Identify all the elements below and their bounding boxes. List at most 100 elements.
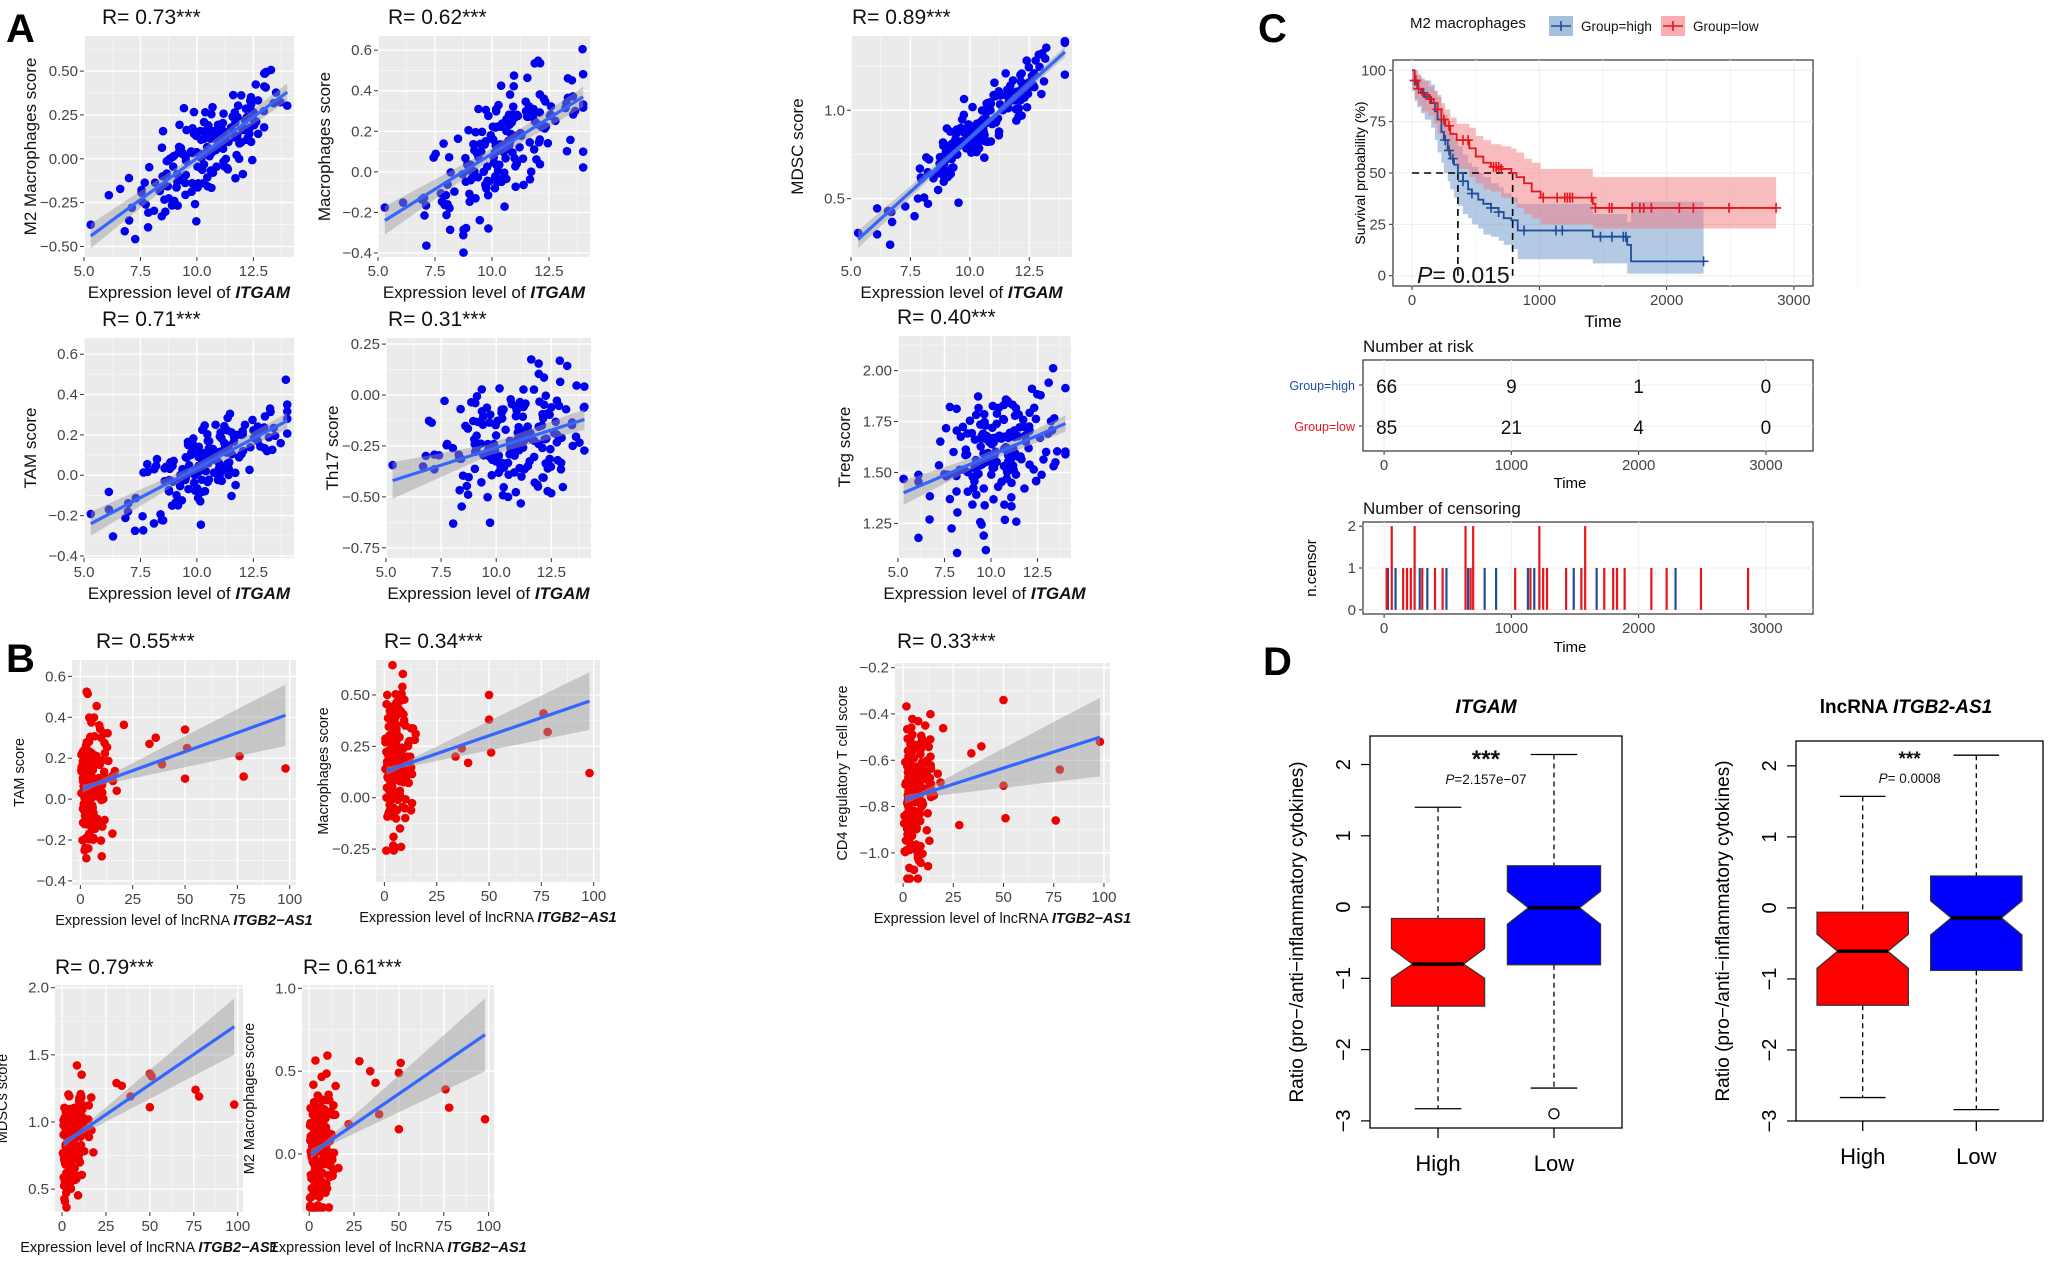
data-point [910, 211, 919, 221]
data-point [562, 361, 572, 371]
data-point [484, 690, 494, 700]
data-point [99, 794, 108, 804]
x-tick-label: 5.0 [841, 263, 862, 280]
correlation-label: R= 0.73*** [102, 6, 201, 29]
data-point [86, 1093, 96, 1102]
censor-mark [1606, 202, 1617, 213]
data-point [62, 1172, 72, 1182]
data-point [980, 421, 990, 430]
x-tick-label: Low [1534, 1151, 1574, 1176]
x-axis-label-gene: ITGAM [1008, 283, 1064, 302]
data-point [936, 437, 945, 446]
data-point [925, 491, 935, 501]
data-point [64, 1091, 74, 1101]
x-tick-label: 1000 [1495, 620, 1528, 637]
y-tick-label: −2 [1759, 1039, 1781, 1062]
data-point [119, 720, 129, 730]
y-axis-label: n.censor [1303, 539, 1320, 597]
data-point [486, 130, 496, 140]
data-point [264, 433, 274, 442]
data-point [988, 423, 997, 433]
data-point [222, 163, 232, 173]
data-point [324, 1203, 334, 1212]
scatter-plot-A6: 5.0 7.5 10.0 12.5 1.25 1.50 1.75 2.00 R= 0.40***… [835, 306, 1086, 603]
plot-background [72, 660, 296, 885]
data-point [552, 438, 562, 447]
data-point [530, 436, 539, 446]
data-point [958, 422, 968, 432]
data-point [904, 820, 914, 830]
data-point [1055, 765, 1065, 774]
data-point [211, 420, 220, 430]
data-point [374, 1109, 384, 1119]
scatter-plot-B2: 0 25 50 75 100 −0.25 0.00 0.25 0.50 R= 0.34*** Exp… [316, 630, 617, 926]
data-point [100, 815, 109, 825]
data-point [922, 825, 932, 835]
y-tick-label: 0.0 [57, 467, 78, 484]
correlation-label: R= 0.34*** [384, 630, 483, 653]
risk-table-title: Number at risk [1363, 337, 1474, 356]
data-point [499, 482, 509, 492]
data-point [1061, 449, 1070, 459]
x-tick-label: 5.0 [376, 564, 397, 581]
x-tick-label: 2000 [1622, 457, 1655, 474]
data-point [67, 1113, 76, 1122]
data-point [216, 120, 225, 129]
x-axis-label-prefix: Expression level of [387, 584, 534, 603]
x-tick-label: 25 [98, 1218, 115, 1235]
data-point [203, 477, 212, 487]
data-point [172, 490, 181, 500]
x-axis-label-prefix: Expression level of [88, 283, 235, 302]
confidence-band [905, 697, 1100, 805]
data-point [965, 416, 975, 426]
data-point [311, 1131, 321, 1141]
data-point [142, 459, 152, 469]
data-point [933, 769, 943, 778]
y-axis-label: Treg score [835, 407, 854, 488]
data-point [112, 786, 122, 796]
data-point [1000, 500, 1009, 509]
data-point [1032, 389, 1042, 399]
data-point [60, 1194, 69, 1204]
regression-line [392, 417, 585, 483]
data-point [568, 92, 578, 101]
data-point [954, 820, 964, 830]
data-point [240, 420, 250, 430]
data-point [923, 809, 933, 818]
x-tick-label: High [1840, 1144, 1885, 1169]
data-point [96, 836, 106, 845]
data-point [992, 409, 1002, 418]
data-point [406, 763, 416, 772]
data-point [209, 126, 218, 136]
data-point [385, 793, 395, 803]
data-point [908, 730, 917, 739]
data-point [575, 438, 584, 447]
y-tick-label: 0.5 [275, 1063, 296, 1080]
data-point [371, 1078, 380, 1088]
x-tick-label: High [1415, 1151, 1460, 1176]
y-tick-label: 1 [1348, 560, 1356, 577]
panel-letter-a: A [6, 7, 35, 51]
censor-plot-title: Number of censoring [1363, 499, 1521, 518]
scatter-plot-A3: 5.0 7.5 10.0 12.5 0.5 1.0 R= 0.89*** Expression… [788, 6, 1072, 302]
data-point [982, 137, 992, 147]
data-point [507, 117, 517, 127]
censor-mark [1410, 75, 1421, 86]
data-point [221, 154, 231, 164]
y-tick-label: 0.50 [49, 63, 78, 80]
censor-mark [1771, 202, 1782, 213]
data-point [82, 853, 91, 863]
data-point [382, 846, 391, 855]
y-tick-label: 0.25 [351, 336, 380, 353]
data-point [529, 385, 539, 394]
data-point [181, 170, 191, 180]
data-point [1060, 70, 1070, 79]
data-point [494, 468, 504, 477]
data-point [445, 225, 455, 235]
data-point [251, 80, 261, 89]
data-point [144, 162, 154, 172]
censor-mark [1724, 202, 1734, 213]
data-point [450, 187, 459, 196]
data-point [227, 491, 236, 501]
data-point [310, 1115, 320, 1125]
